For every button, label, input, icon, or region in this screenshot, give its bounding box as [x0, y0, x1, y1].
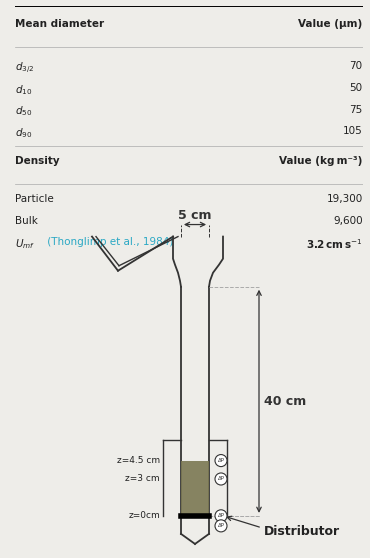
- Text: 3.2$\,$cm$\,$s$^{-1}$: 3.2$\,$cm$\,$s$^{-1}$: [306, 237, 363, 251]
- Text: $d_{90}$: $d_{90}$: [15, 127, 32, 140]
- Circle shape: [215, 520, 227, 532]
- Text: $d_{3/2}$: $d_{3/2}$: [15, 61, 34, 76]
- Text: Particle: Particle: [15, 194, 54, 204]
- Text: ΔP: ΔP: [218, 458, 225, 463]
- Text: 19,300: 19,300: [326, 194, 363, 204]
- Bar: [181, 460, 209, 516]
- Text: z=3 cm: z=3 cm: [125, 474, 160, 483]
- Text: z=4.5 cm: z=4.5 cm: [117, 456, 160, 465]
- Text: ΔP: ΔP: [218, 477, 225, 482]
- Text: 40 cm: 40 cm: [264, 395, 306, 408]
- Text: $d_{10}$: $d_{10}$: [15, 83, 32, 97]
- Circle shape: [215, 473, 227, 485]
- Text: ΔP: ΔP: [218, 513, 225, 518]
- Text: Value (kg m⁻³): Value (kg m⁻³): [279, 156, 363, 166]
- Text: $U_{mf}$: $U_{mf}$: [15, 237, 35, 251]
- Text: 105: 105: [343, 127, 363, 136]
- Circle shape: [215, 455, 227, 466]
- Text: 9,600: 9,600: [333, 215, 363, 225]
- Text: 70: 70: [350, 61, 363, 71]
- Text: ΔP: ΔP: [218, 523, 225, 528]
- Text: 75: 75: [349, 105, 363, 114]
- Text: z=0cm: z=0cm: [128, 511, 160, 520]
- Text: (Thonglimp et al., 1984): (Thonglimp et al., 1984): [44, 237, 174, 247]
- Text: 5 cm: 5 cm: [178, 209, 212, 222]
- Text: Distributor: Distributor: [264, 526, 340, 538]
- Text: 50: 50: [350, 83, 363, 93]
- Text: Mean diameter: Mean diameter: [15, 20, 104, 30]
- Text: Value (μm): Value (μm): [298, 20, 363, 30]
- Text: Density: Density: [15, 156, 60, 166]
- Text: $d_{50}$: $d_{50}$: [15, 105, 32, 118]
- Circle shape: [215, 510, 227, 522]
- Text: Bulk: Bulk: [15, 215, 38, 225]
